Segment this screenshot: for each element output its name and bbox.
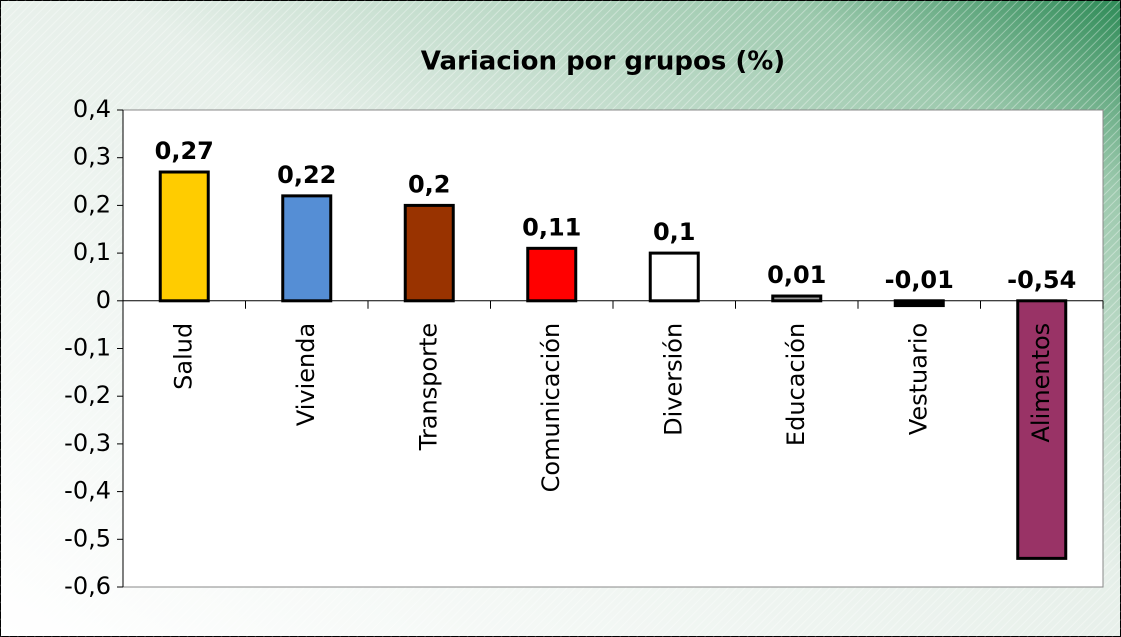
data-label: 0,11 xyxy=(522,213,581,241)
bar xyxy=(771,294,823,303)
bar xyxy=(281,194,333,303)
y-tick-label: 0,3 xyxy=(73,143,111,171)
data-label: 0,1 xyxy=(653,218,696,246)
x-tick-label: Salud xyxy=(169,323,197,390)
y-tick-label: 0,1 xyxy=(73,238,111,266)
data-label: 0,22 xyxy=(277,161,336,189)
y-tick-label: -0,6 xyxy=(64,572,111,600)
x-tick-label: Diversión xyxy=(659,323,687,436)
x-tick-label: Educación xyxy=(782,323,810,446)
data-label: -0,54 xyxy=(1007,266,1076,294)
y-tick-label: -0,3 xyxy=(64,429,111,457)
bar xyxy=(158,170,210,303)
bar xyxy=(1016,299,1068,560)
y-tick-label: -0,4 xyxy=(64,477,111,505)
y-tick-label: 0,4 xyxy=(73,95,111,123)
data-label: -0,01 xyxy=(885,266,954,294)
x-tick-label: Vestuario xyxy=(904,323,932,435)
chart-title: Variacion por grupos (%) xyxy=(421,47,785,77)
y-tick-label: 0,2 xyxy=(73,190,111,218)
bar xyxy=(648,251,700,303)
data-label: 0,01 xyxy=(767,261,826,289)
x-tick-label: Vivienda xyxy=(292,323,320,426)
y-tick-label: 0 xyxy=(96,286,111,314)
x-tick-label: Transporte xyxy=(414,323,442,451)
x-tick-label: Alimentos xyxy=(1027,323,1055,443)
bar xyxy=(403,203,455,303)
bar xyxy=(893,299,945,308)
x-tick-label: Comunicación xyxy=(537,323,565,493)
y-tick-label: -0,2 xyxy=(64,381,111,409)
data-label: 0,27 xyxy=(155,137,214,165)
data-label: 0,2 xyxy=(408,170,451,198)
y-tick-label: -0,5 xyxy=(64,524,111,552)
plot-area xyxy=(122,109,1104,588)
bar xyxy=(526,246,578,303)
y-tick-label: -0,1 xyxy=(64,334,111,362)
